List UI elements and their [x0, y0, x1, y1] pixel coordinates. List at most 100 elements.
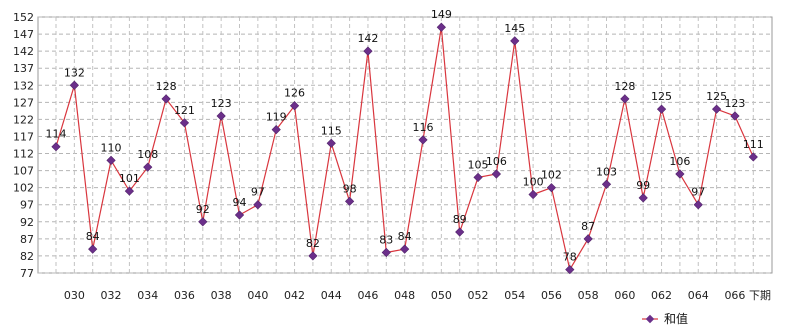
data-label: 128 — [156, 80, 177, 93]
data-point-marker — [363, 46, 373, 56]
x-tick-label: 030 — [64, 289, 85, 302]
data-label: 132 — [64, 66, 85, 79]
x-tick-label: 064 — [688, 289, 709, 302]
y-tick-label: 152 — [13, 11, 34, 24]
data-label: 78 — [563, 251, 577, 264]
data-label: 82 — [306, 237, 320, 250]
y-tick-label: 87 — [20, 233, 34, 246]
data-point-marker — [491, 169, 501, 179]
y-tick-label: 117 — [13, 130, 34, 143]
data-point-marker — [124, 186, 134, 196]
data-label: 99 — [636, 179, 650, 192]
data-point-marker — [656, 104, 667, 114]
data-point-marker — [693, 200, 703, 210]
y-tick-label: 97 — [20, 199, 34, 212]
x-tick-label: 032 — [101, 289, 122, 302]
y-tick-label: 82 — [20, 250, 34, 263]
data-label: 100 — [523, 175, 544, 188]
data-label: 149 — [431, 8, 452, 21]
data-point-marker — [326, 138, 336, 148]
data-point-marker — [198, 217, 208, 227]
x-tick-label: 038 — [211, 289, 232, 302]
data-point-marker — [712, 104, 722, 114]
x-tick-label: 040 — [247, 289, 268, 302]
data-label: 123 — [211, 97, 232, 110]
x-tick-label: 054 — [504, 289, 525, 302]
data-point-marker — [455, 227, 465, 237]
data-point-marker — [583, 234, 593, 244]
data-label: 111 — [743, 138, 764, 151]
data-label: 121 — [174, 104, 195, 117]
y-tick-label: 137 — [13, 62, 34, 75]
data-point-marker — [620, 94, 630, 104]
data-label: 84 — [398, 230, 412, 243]
data-point-marker — [345, 196, 355, 206]
data-point-marker — [308, 251, 318, 261]
data-label: 97 — [691, 186, 705, 199]
y-tick-label: 142 — [13, 45, 34, 58]
data-point-marker — [473, 172, 483, 183]
data-point-marker — [51, 142, 61, 152]
x-tick-label: 044 — [321, 289, 342, 302]
x-tick-label: 062 — [651, 289, 672, 302]
x-tick-label: 050 — [431, 289, 452, 302]
data-point-marker — [143, 162, 153, 172]
data-point-marker — [106, 155, 116, 165]
y-tick-label: 127 — [13, 96, 34, 109]
data-label: 84 — [86, 230, 100, 243]
y-tick-label: 102 — [13, 182, 34, 195]
data-point-marker — [436, 22, 446, 32]
y-axis: 77 82 87 92 97 102 107 112 117 122 127 132 137 142 147… — [13, 11, 34, 280]
data-label: 116 — [413, 121, 434, 134]
data-label: 110 — [101, 141, 122, 154]
y-tick-label: 92 — [20, 216, 34, 229]
data-label: 94 — [233, 196, 247, 209]
x-axis: 030 032 034 036 038 040 042 044 046 048 050 052 054 0… — [64, 289, 771, 302]
data-label: 114 — [46, 128, 67, 141]
data-label: 105 — [468, 158, 489, 171]
data-point-marker — [675, 169, 685, 179]
data-point-marker — [69, 80, 79, 90]
data-point-marker — [400, 244, 410, 254]
data-label: 115 — [321, 124, 342, 137]
x-tick-label: 066 — [724, 289, 745, 302]
data-label: 108 — [137, 148, 158, 161]
data-label: 97 — [251, 186, 265, 199]
x-tick-label: 058 — [578, 289, 599, 302]
y-tick-label: 77 — [20, 267, 34, 280]
data-label: 106 — [486, 155, 507, 168]
x-tick-label: 048 — [394, 289, 415, 302]
data-point-marker — [730, 111, 740, 121]
data-label: 142 — [357, 32, 378, 45]
data-label: 98 — [343, 182, 357, 195]
x-tick-label: 036 — [174, 289, 195, 302]
data-label: 92 — [196, 203, 210, 216]
x-tick-label: 060 — [614, 289, 635, 302]
y-tick-label: 112 — [13, 148, 34, 161]
x-tick-label: 056 — [541, 289, 562, 302]
data-point-marker — [234, 210, 245, 220]
data-label: 106 — [669, 155, 690, 168]
data-point-marker — [510, 36, 520, 46]
data-point-marker — [601, 179, 612, 189]
data-point-marker — [381, 247, 391, 258]
data-label: 145 — [504, 22, 525, 35]
data-label: 87 — [581, 220, 595, 233]
y-tick-label: 122 — [13, 113, 34, 126]
y-tick-label: 107 — [13, 165, 34, 178]
legend-marker — [645, 314, 655, 324]
grid — [37, 16, 773, 274]
data-point-marker — [253, 200, 263, 210]
data-label: 102 — [541, 169, 562, 182]
data-label: 103 — [596, 165, 617, 178]
data-label: 125 — [706, 90, 727, 103]
x-tick-label: 046 — [357, 289, 378, 302]
data-point-marker — [638, 193, 648, 203]
data-label: 101 — [119, 172, 140, 185]
data-point-marker — [546, 183, 557, 193]
data-point-marker — [565, 264, 575, 275]
data-point-marker — [748, 152, 758, 162]
y-tick-label: 132 — [13, 79, 34, 92]
